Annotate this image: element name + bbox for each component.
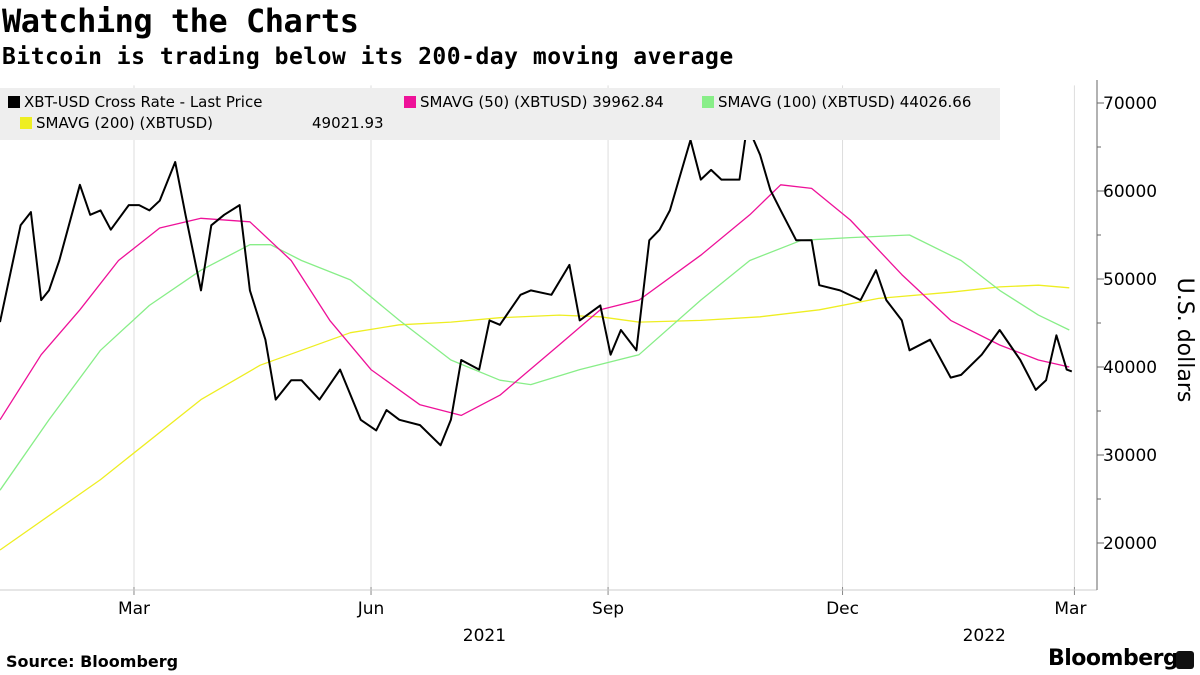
year-label: 2022: [963, 626, 1006, 646]
source-note: Source: Bloomberg: [6, 652, 179, 671]
series-line-sma-200: [0, 284, 1070, 551]
chart-title: Watching the Charts: [2, 2, 359, 40]
legend-label: SMAVG (100) (XBTUSD): [718, 93, 896, 111]
legend-label: SMAVG (50) (XBTUSD): [420, 93, 588, 111]
x-tick-label: Jun: [357, 599, 385, 619]
legend-item-price: XBT-USD Cross Rate - Last Price: [8, 93, 262, 111]
y-tick-label: 70000: [1103, 94, 1157, 114]
y-axis-label: U.S. dollars: [1172, 278, 1197, 403]
legend-swatch: [404, 96, 416, 108]
legend-swatch: [8, 96, 20, 108]
x-tick-label: Mar: [1054, 599, 1086, 619]
legend-value: 49021.93: [312, 114, 384, 132]
y-tick-label: 50000: [1103, 270, 1157, 290]
x-tick-label: Dec: [826, 599, 859, 619]
bloomberg-terminal-icon: [1176, 651, 1194, 669]
x-tick-label: Mar: [118, 599, 150, 619]
y-tick-label: 60000: [1103, 182, 1157, 202]
legend-item-sma50: SMAVG (50) (XBTUSD) 39962.84: [404, 93, 664, 111]
legend: XBT-USD Cross Rate - Last Price SMAVG (5…: [0, 88, 1000, 140]
legend-swatch: [20, 117, 32, 129]
legend-label: XBT-USD Cross Rate - Last Price: [24, 93, 263, 111]
y-tick-label: 30000: [1103, 446, 1157, 466]
year-label: 2021: [463, 626, 506, 646]
y-tick-label: 20000: [1103, 534, 1157, 554]
series-line-sma-50: [0, 184, 1070, 421]
legend-value: 39962.84: [592, 93, 664, 111]
legend-label: SMAVG (200) (XBTUSD): [36, 114, 214, 132]
legend-value: 44026.66: [899, 93, 972, 111]
bloomberg-logo: Bloomberg: [1048, 646, 1179, 671]
series-line-price: [0, 124, 1073, 447]
y-tick-label: 40000: [1103, 358, 1157, 378]
legend-item-sma100: SMAVG (100) (XBTUSD) 44026.66: [702, 93, 971, 111]
chart-subtitle: Bitcoin is trading below its 200-day mov…: [2, 44, 734, 70]
legend-item-sma200: SMAVG (200) (XBTUSD): [20, 114, 213, 132]
x-tick-label: Sep: [592, 599, 624, 619]
legend-swatch: [702, 96, 714, 108]
series-line-sma-100: [0, 234, 1070, 491]
